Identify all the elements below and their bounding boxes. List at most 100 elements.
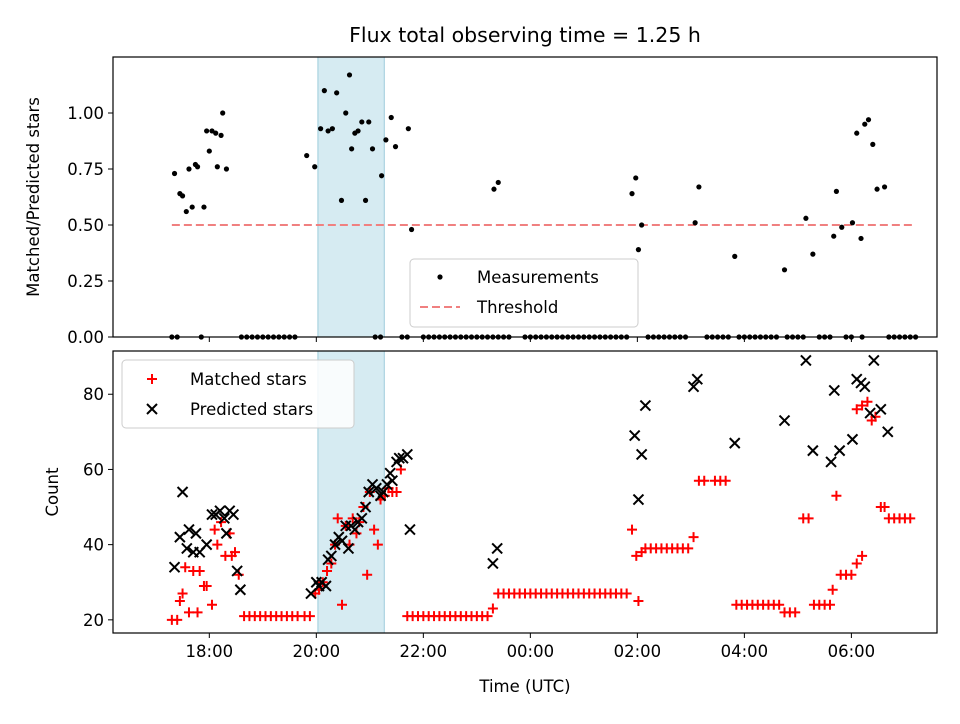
y-axis-label: Matched/Predicted stars bbox=[24, 97, 43, 297]
data-point bbox=[881, 184, 888, 190]
data-point bbox=[839, 224, 845, 230]
x-tick-label: 04:00 bbox=[721, 642, 769, 661]
data-point bbox=[362, 569, 373, 580]
data-point bbox=[865, 117, 872, 123]
legend-marker-measurements bbox=[437, 274, 443, 280]
data-point bbox=[338, 197, 345, 203]
data-point bbox=[824, 599, 835, 610]
data-point bbox=[231, 565, 243, 577]
data-point bbox=[223, 166, 230, 172]
data-point bbox=[905, 513, 916, 524]
data-point bbox=[810, 251, 816, 257]
data-point bbox=[204, 128, 210, 134]
data-point bbox=[346, 72, 353, 78]
data-point bbox=[206, 148, 212, 154]
data-point bbox=[639, 399, 652, 412]
y-tick-label: 80 bbox=[83, 385, 104, 404]
data-point bbox=[218, 512, 231, 525]
data-point bbox=[356, 512, 368, 525]
data-point bbox=[366, 119, 372, 125]
data-point bbox=[200, 538, 213, 551]
data-point bbox=[172, 614, 183, 625]
y-tick-label: 0.00 bbox=[67, 328, 104, 347]
data-point bbox=[857, 400, 868, 411]
legend-marker-matched bbox=[147, 374, 157, 384]
data-point bbox=[334, 90, 340, 96]
data-point bbox=[321, 88, 327, 94]
data-point bbox=[696, 184, 702, 190]
data-point bbox=[312, 164, 318, 170]
data-point bbox=[720, 475, 731, 486]
data-point bbox=[214, 164, 220, 170]
data-point bbox=[849, 220, 856, 226]
axes-frame bbox=[112, 350, 938, 634]
data-point bbox=[833, 444, 846, 457]
data-point bbox=[831, 233, 837, 239]
y-tick-label: 20 bbox=[83, 611, 104, 630]
series-predicted-stars bbox=[168, 354, 894, 600]
data-point bbox=[879, 502, 890, 513]
data-point bbox=[639, 222, 645, 228]
data-point bbox=[359, 501, 372, 513]
data-point bbox=[304, 611, 315, 622]
data-point bbox=[495, 179, 501, 186]
data-point bbox=[778, 414, 791, 427]
data-point bbox=[369, 146, 376, 152]
data-point bbox=[803, 513, 814, 524]
data-point bbox=[183, 208, 189, 215]
data-point bbox=[209, 128, 215, 134]
data-point bbox=[209, 524, 220, 535]
data-point bbox=[377, 486, 389, 498]
data-point bbox=[687, 381, 700, 393]
data-point bbox=[732, 253, 738, 259]
x-tick-label: 18:00 bbox=[186, 642, 234, 661]
data-point bbox=[337, 599, 348, 610]
legend-marker-predicted bbox=[146, 403, 158, 415]
data-point bbox=[781, 267, 788, 273]
data-point bbox=[363, 486, 375, 498]
data-point bbox=[729, 437, 741, 449]
data-point bbox=[487, 557, 499, 570]
data-point bbox=[180, 562, 191, 573]
legend: Matched stars Predicted stars bbox=[121, 359, 355, 429]
data-point bbox=[322, 565, 333, 576]
data-point bbox=[683, 543, 694, 554]
data-point bbox=[343, 110, 349, 116]
data-point bbox=[194, 164, 201, 170]
data-point bbox=[487, 603, 498, 614]
legend-box bbox=[121, 359, 355, 429]
data-point bbox=[383, 137, 389, 143]
data-point bbox=[174, 596, 185, 607]
data-point bbox=[628, 429, 641, 442]
data-point bbox=[833, 188, 840, 194]
data-point bbox=[349, 523, 361, 536]
legend: Measurements Threshold bbox=[409, 258, 639, 328]
data-point bbox=[234, 584, 247, 596]
data-point bbox=[632, 493, 645, 506]
data-point bbox=[359, 119, 365, 125]
data-point bbox=[189, 204, 195, 210]
data-point bbox=[304, 152, 310, 159]
data-point bbox=[635, 448, 648, 461]
data-point bbox=[201, 581, 212, 591]
data-point bbox=[633, 175, 639, 181]
data-point bbox=[201, 204, 207, 210]
data-point bbox=[329, 538, 341, 551]
legend-label: Predicted stars bbox=[190, 400, 313, 419]
y-axis-label: Count bbox=[43, 467, 62, 517]
data-point bbox=[391, 487, 402, 497]
data-point bbox=[347, 513, 358, 524]
y-tick-label: 0.25 bbox=[67, 272, 104, 291]
data-point bbox=[214, 505, 226, 517]
data-point bbox=[401, 448, 413, 461]
x-tick-label: 22:00 bbox=[400, 642, 448, 661]
chart-title: Flux total observing time = 1.25 h bbox=[349, 23, 701, 47]
data-point bbox=[864, 407, 876, 419]
data-point bbox=[491, 186, 497, 192]
data-point bbox=[774, 599, 785, 610]
axes-frame bbox=[112, 56, 938, 338]
data-point bbox=[379, 173, 385, 179]
bottom-panel: 20 40 60 80 18:00 20:00 22:00 00:00 02:00 04:00 06… bbox=[43, 350, 938, 696]
data-point bbox=[220, 110, 226, 116]
